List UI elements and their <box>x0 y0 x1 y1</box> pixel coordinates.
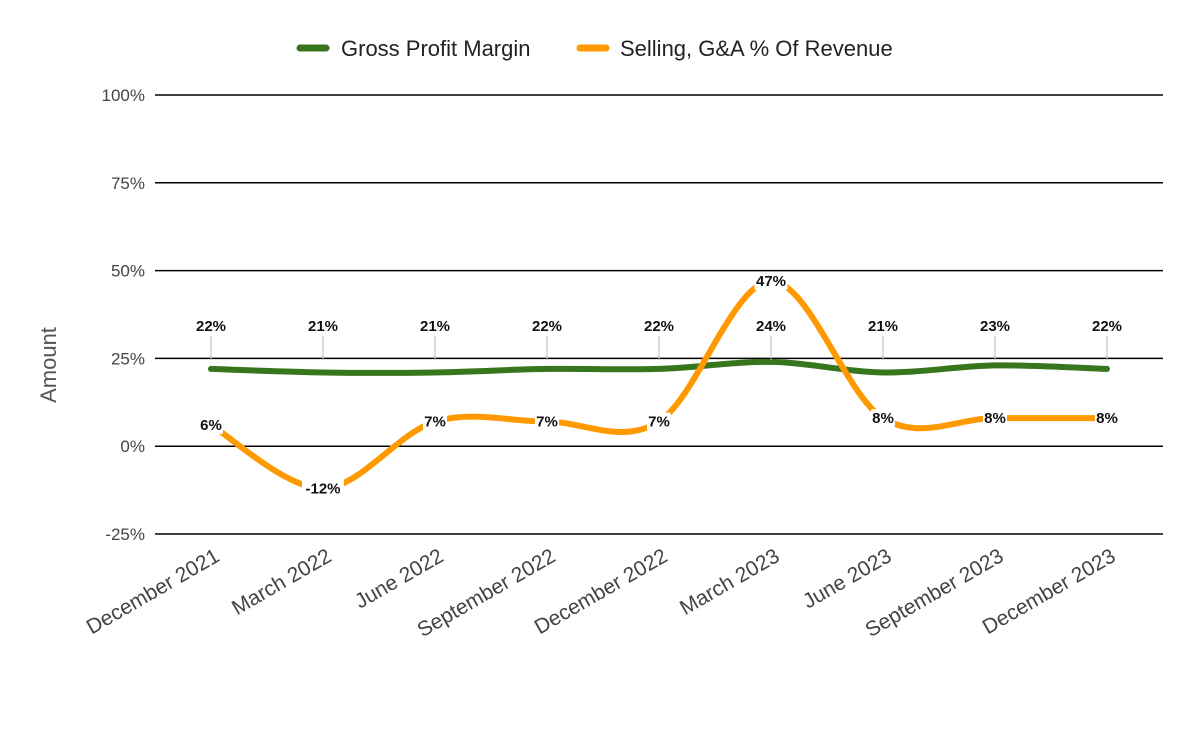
data-label: 8% <box>1096 410 1118 427</box>
x-axis-ticks: December 2021 March 2022 June 2022Septembe… <box>83 544 1120 642</box>
x-tick-label: December 2021 <box>83 544 224 639</box>
data-label-background <box>423 412 447 431</box>
y-tick-label: 25% <box>111 349 145 368</box>
data-label: 22% <box>532 318 562 335</box>
data-label: 22% <box>196 318 226 335</box>
gridlines <box>155 94 1163 535</box>
data-label: 7% <box>536 414 558 431</box>
series-lines <box>208 278 1110 492</box>
y-axis-ticks: -25% 0% 25% 50% 75% 100% <box>102 86 145 544</box>
data-label-background <box>1095 409 1119 428</box>
data-label: 47% <box>756 273 786 290</box>
x-tick-label: March 2022 <box>228 544 336 619</box>
x-tick-label: June 2023 <box>799 544 895 613</box>
data-label: 7% <box>424 414 446 431</box>
data-label-background <box>647 412 671 431</box>
data-label: 24% <box>756 318 786 335</box>
x-tick-label: March 2023 <box>676 544 784 619</box>
data-label-background <box>199 416 223 435</box>
x-tick-label: June 2022 <box>351 544 447 613</box>
data-labels: 22% 21% 21% 22% 22% 24% 21% 23% 22% 6% -12% 7% 7% 7% 4… <box>196 272 1122 498</box>
y-axis-title: Amount <box>36 327 61 403</box>
y-tick-label: 50% <box>111 262 145 281</box>
y-tick-label: 100% <box>102 86 145 105</box>
legend: Gross Profit Margin Selling, G&A % Of Rev… <box>296 36 893 61</box>
y-tick-label: -25% <box>105 525 145 544</box>
data-label-background <box>535 412 559 431</box>
legend-label: Gross Profit Margin <box>341 36 531 61</box>
legend-label: Selling, G&A % Of Revenue <box>620 36 893 61</box>
data-label: 22% <box>1092 318 1122 335</box>
y-tick-label: 75% <box>111 174 145 193</box>
data-label: 8% <box>872 410 894 427</box>
data-label: 21% <box>308 318 338 335</box>
data-label: 8% <box>984 410 1006 427</box>
data-label: 23% <box>980 318 1010 335</box>
data-label-background <box>302 479 344 498</box>
data-label: -12% <box>305 480 340 497</box>
series-line-sga-percent-of-revenue <box>208 278 1110 492</box>
data-label-background <box>871 409 895 428</box>
data-label-background <box>754 272 788 291</box>
data-label: 22% <box>644 318 674 335</box>
data-label: 6% <box>200 417 222 434</box>
data-label: 21% <box>420 318 450 335</box>
y-tick-label: 0% <box>120 437 145 456</box>
data-label: 21% <box>868 318 898 335</box>
data-label: 7% <box>648 414 670 431</box>
data-label-background <box>983 409 1007 428</box>
series-line-gross-profit-margin <box>208 358 1110 376</box>
